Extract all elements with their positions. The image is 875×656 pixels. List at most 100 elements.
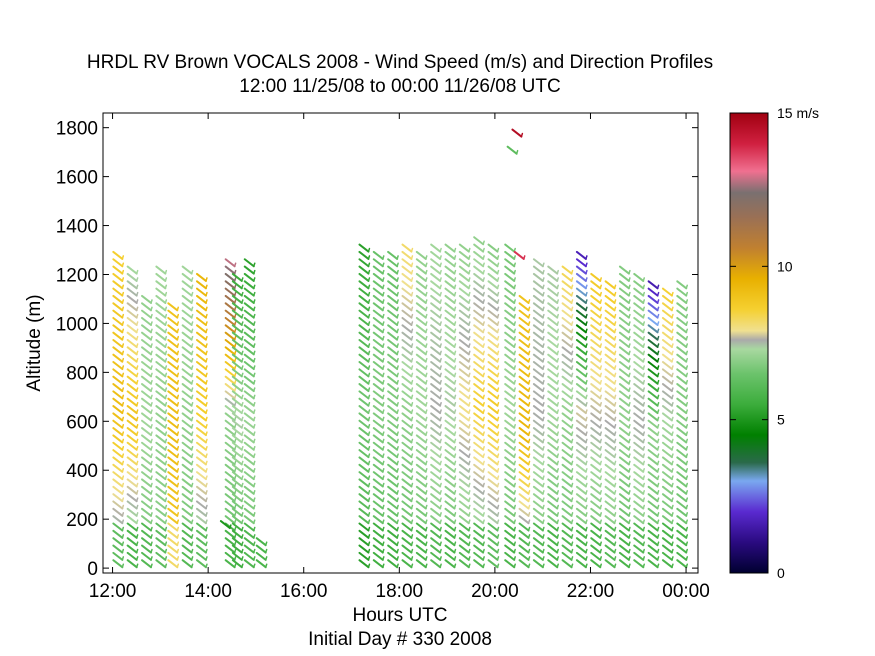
wind-barb (547, 500, 559, 510)
wind-barb (590, 405, 602, 415)
wind-barb (647, 537, 660, 547)
wind-barb (358, 478, 371, 488)
wind-barb (430, 537, 442, 547)
wind-barb (195, 353, 208, 363)
wind-barb (195, 441, 208, 451)
wind-barb (141, 427, 153, 437)
wind-barb (126, 441, 139, 451)
wind-barb (112, 258, 125, 268)
wind-barb (604, 449, 617, 459)
wind-barb (647, 397, 660, 407)
wind-barb (444, 309, 457, 319)
wind-barb (126, 280, 139, 290)
wind-barb (647, 324, 660, 334)
wind-barb (532, 294, 545, 304)
wind-barb (547, 551, 559, 561)
wind-barb (112, 463, 125, 473)
wind-barb-isolated (513, 250, 526, 260)
wind-barb (231, 441, 244, 451)
wind-barb (401, 361, 414, 371)
wind-barb (415, 375, 428, 385)
wind-barb (487, 405, 500, 415)
wind-barb (504, 353, 516, 363)
wind-barb (487, 265, 500, 275)
wind-barb (575, 471, 588, 481)
wind-barb (181, 441, 194, 451)
wind-barb (195, 515, 208, 525)
wind-barb (487, 390, 500, 400)
wind-barb (561, 346, 574, 356)
wind-barb (387, 405, 399, 415)
wind-barb (430, 280, 442, 290)
wind-barb (126, 331, 139, 341)
wind-barb (195, 456, 208, 466)
wind-barb (458, 500, 471, 510)
wind-barb (224, 551, 237, 561)
wind-barb (224, 361, 237, 371)
wind-barb (633, 522, 646, 532)
wind-barb (387, 397, 399, 407)
wind-barb (458, 478, 471, 488)
wind-barb (141, 471, 153, 481)
wind-barb (547, 493, 559, 503)
wind-barb (590, 272, 602, 282)
wind-barb (430, 441, 442, 451)
wind-barb (618, 294, 631, 304)
wind-barb (255, 544, 268, 554)
wind-barb (676, 368, 689, 378)
wind-barb (224, 265, 237, 275)
wind-barb (387, 434, 399, 444)
wind-barb (473, 302, 485, 312)
wind-barb (112, 500, 125, 510)
wind-barb (575, 287, 588, 297)
wind-barb (444, 515, 457, 525)
wind-barb (575, 280, 588, 290)
wind-barb (224, 500, 237, 510)
wind-barb (504, 250, 516, 260)
wind-barb (167, 397, 180, 407)
wind-barb (504, 544, 516, 554)
wind-barb (195, 294, 208, 304)
wind-barb (487, 559, 500, 569)
wind-barb (430, 294, 442, 304)
wind-barb (487, 331, 500, 341)
wind-barb (575, 294, 588, 304)
wind-barb (604, 537, 617, 547)
wind-barb (590, 361, 602, 371)
wind-barb (155, 515, 168, 525)
wind-barb (224, 507, 237, 517)
wind-barb (155, 272, 168, 282)
wind-barb (547, 383, 559, 393)
wind-barb (647, 346, 660, 356)
wind-barb (195, 463, 208, 473)
wind-barb (473, 390, 485, 400)
wind-barb (430, 493, 442, 503)
wind-barb (633, 485, 646, 495)
wind-barb (387, 368, 399, 378)
wind-barb (504, 368, 516, 378)
wind-barb (387, 258, 399, 268)
wind-barb (504, 537, 516, 547)
wind-barb (504, 309, 516, 319)
wind-barb (181, 537, 194, 547)
wind-barb (473, 456, 485, 466)
wind-barb (358, 507, 371, 517)
wind-barb (401, 434, 414, 444)
wind-barb (487, 361, 500, 371)
wind-barb (195, 287, 208, 297)
wind-barb (387, 419, 399, 429)
wind-barb (387, 544, 399, 554)
wind-barb (141, 294, 153, 304)
wind-barb (181, 331, 194, 341)
wind-barb (430, 353, 442, 363)
wind-barb (430, 339, 442, 348)
wind-barb (112, 250, 125, 260)
y-tick-label: 1400 (56, 217, 98, 238)
wind-barb (661, 412, 674, 422)
wind-barb (126, 368, 139, 378)
wind-barb (575, 478, 588, 488)
wind-barb (358, 250, 371, 260)
wind-barb (590, 375, 602, 385)
wind-barb (126, 324, 139, 334)
wind-barb (243, 368, 256, 378)
